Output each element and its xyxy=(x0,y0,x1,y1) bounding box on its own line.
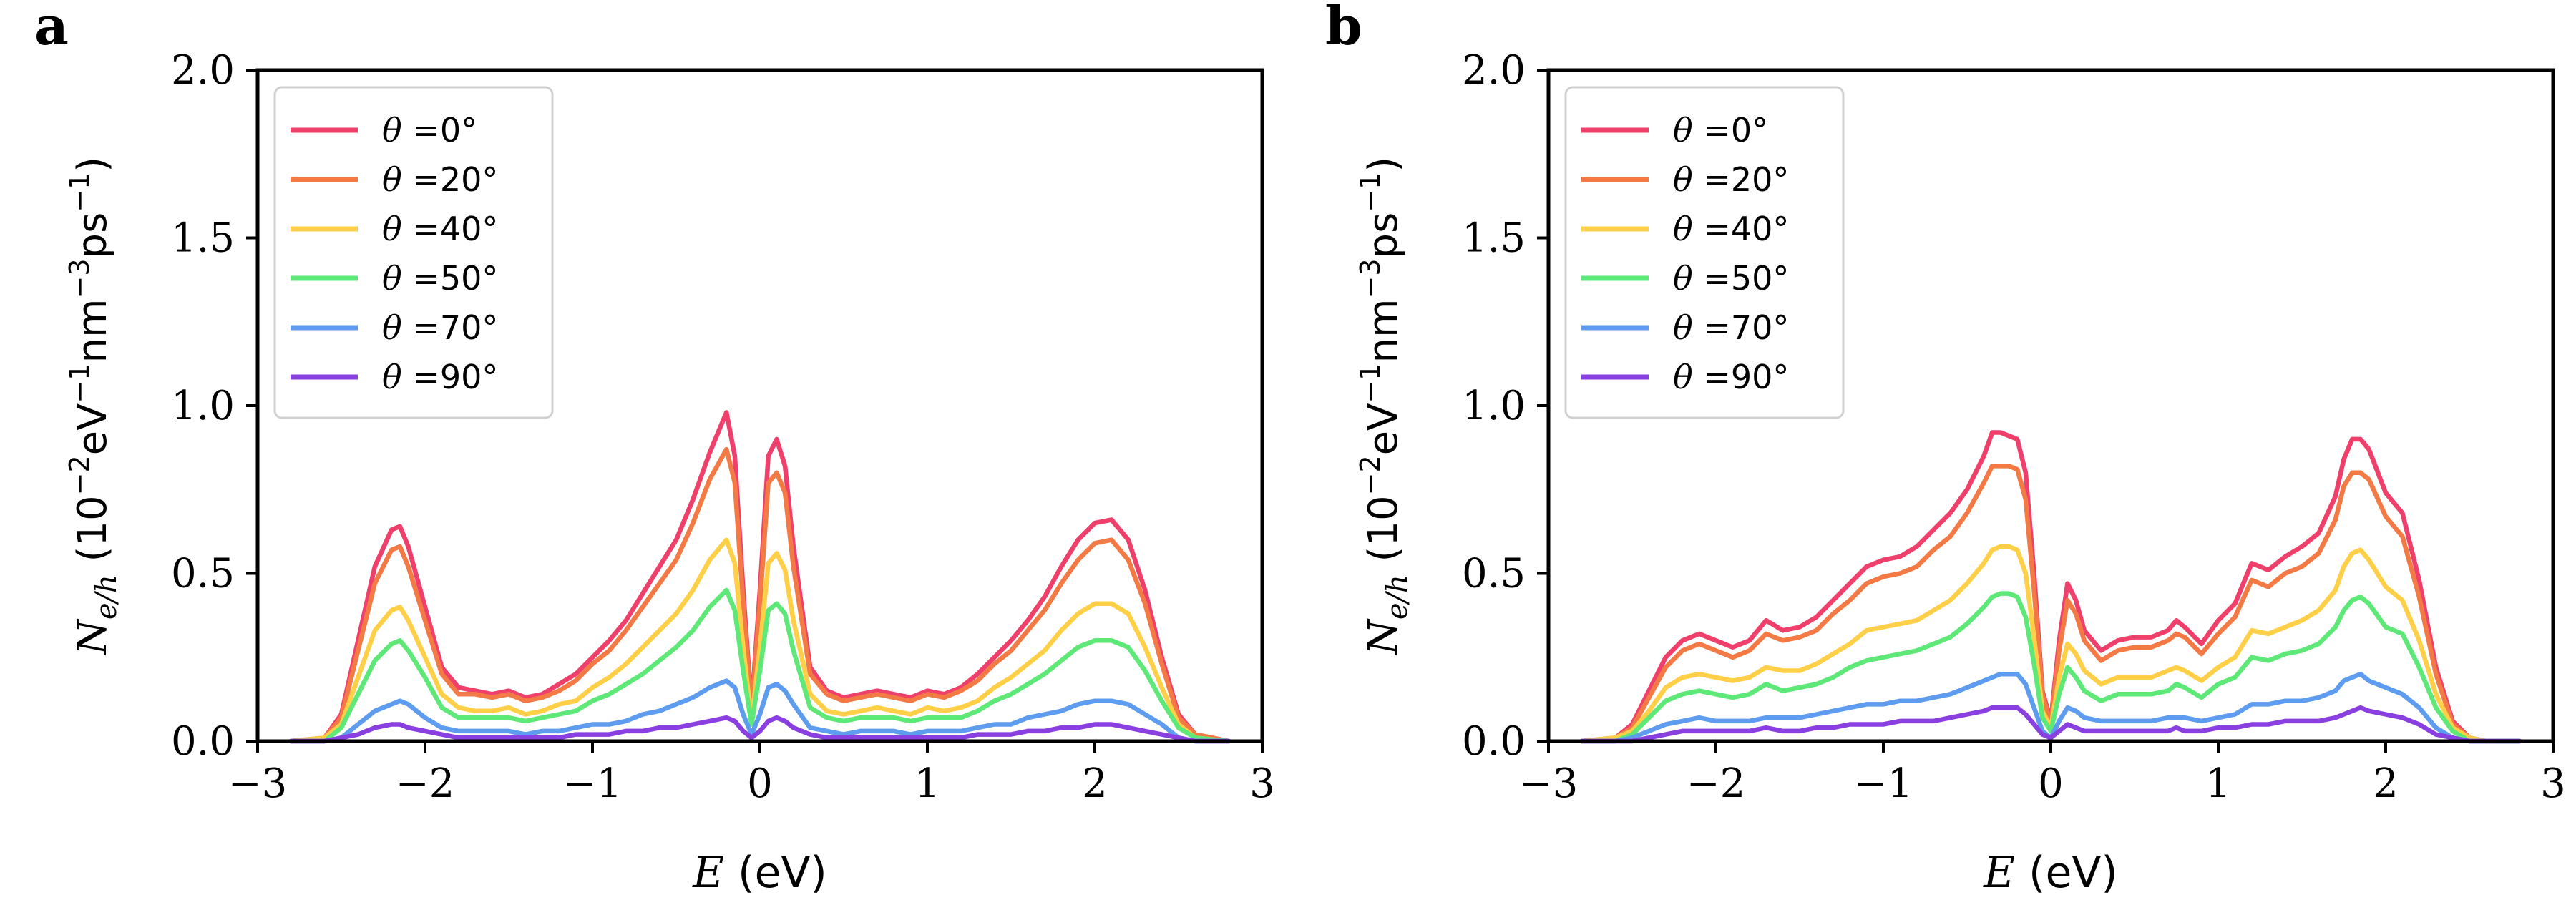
y-tick-label: 1.0 xyxy=(1462,383,1526,429)
legend-box xyxy=(273,86,554,419)
legend-entry: θ =0° xyxy=(1673,111,1768,150)
series-line-4 xyxy=(288,678,1231,744)
y-tick-label: 0.5 xyxy=(1462,551,1526,597)
series-line-4 xyxy=(1579,671,2522,744)
y-tick-label: 1.5 xyxy=(171,215,235,262)
series-line-5 xyxy=(288,715,1231,744)
x-axis: −3 −2 −1 0 1 2 3 xyxy=(228,741,1275,807)
x-tick-label: −1 xyxy=(1854,760,1913,807)
legend-entry: θ =40° xyxy=(1673,210,1789,248)
series-line-3 xyxy=(1579,591,2522,744)
x-tick-label: 2 xyxy=(1082,760,1108,807)
x-tick-label: −2 xyxy=(1687,760,1746,807)
x-tick-label: 0 xyxy=(2038,760,2064,807)
x-tick-label: −3 xyxy=(228,760,288,807)
y-axis-label: Ne/h (10−2eV−1nm−3ps−1) xyxy=(1355,157,1414,656)
y-tick-label: 0.5 xyxy=(171,551,235,597)
y-axis: 0.0 0.5 1.0 1.5 2.0 xyxy=(171,47,258,765)
x-tick-label: 3 xyxy=(1249,760,1275,807)
panel-label: a xyxy=(34,0,69,57)
legend-entry: θ =90° xyxy=(1673,358,1789,396)
x-tick-label: 1 xyxy=(914,760,940,807)
series-line-5 xyxy=(1579,705,2522,744)
legend-box xyxy=(1564,86,1845,419)
chart-panel-a: a −3 −2 −1 0 1 2 3 0.0 0.5 1.0 1.5 2.0 E (eV) Ne/h (10… xyxy=(34,0,1275,898)
x-tick-label: 0 xyxy=(747,760,773,807)
x-axis-label: E (eV) xyxy=(692,848,827,898)
legend-entry: θ =0° xyxy=(382,111,477,150)
y-tick-label: 1.0 xyxy=(171,383,235,429)
x-tick-label: −2 xyxy=(396,760,455,807)
y-tick-label: 1.5 xyxy=(1462,215,1526,262)
legend-entry: θ =50° xyxy=(382,259,498,298)
y-axis-label: Ne/h (10−2eV−1nm−3ps−1) xyxy=(64,157,123,656)
series-line-1 xyxy=(288,446,1231,744)
x-tick-label: −3 xyxy=(1519,760,1579,807)
panel-label: b xyxy=(1325,0,1362,57)
legend-entry: θ =70° xyxy=(1673,308,1789,347)
chart-panel-b: b −3 −2 −1 0 1 2 3 0.0 0.5 1.0 1.5 2.0 E (eV) Ne/h (10… xyxy=(1325,0,2566,898)
x-axis-label: E (eV) xyxy=(1983,848,2118,898)
x-tick-label: 1 xyxy=(2205,760,2231,807)
y-tick-label: 0.0 xyxy=(171,718,235,765)
series-group xyxy=(1579,430,2522,744)
y-tick-label: 2.0 xyxy=(1462,47,1526,94)
series-group xyxy=(288,410,1231,744)
series-line-1 xyxy=(1579,464,2522,744)
series-line-3 xyxy=(288,587,1231,744)
x-tick-label: 3 xyxy=(2540,760,2566,807)
y-axis: 0.0 0.5 1.0 1.5 2.0 xyxy=(1462,47,1548,765)
legend-entry: θ =50° xyxy=(1673,259,1789,298)
legend-entry: θ =20° xyxy=(1673,160,1789,199)
legend-entry: θ =90° xyxy=(382,358,498,396)
legend: θ =0° θ =20° θ =40° θ =50° θ =70° θ =90° xyxy=(273,86,554,419)
x-axis: −3 −2 −1 0 1 2 3 xyxy=(1519,741,2566,807)
x-tick-label: 2 xyxy=(2373,760,2399,807)
x-tick-label: −1 xyxy=(563,760,623,807)
y-tick-label: 0.0 xyxy=(1462,718,1526,765)
y-tick-label: 2.0 xyxy=(171,47,235,94)
legend: θ =0° θ =20° θ =40° θ =50° θ =70° θ =90° xyxy=(1564,86,1845,419)
legend-entry: θ =40° xyxy=(382,210,498,248)
legend-entry: θ =20° xyxy=(382,160,498,199)
legend-entry: θ =70° xyxy=(382,308,498,347)
